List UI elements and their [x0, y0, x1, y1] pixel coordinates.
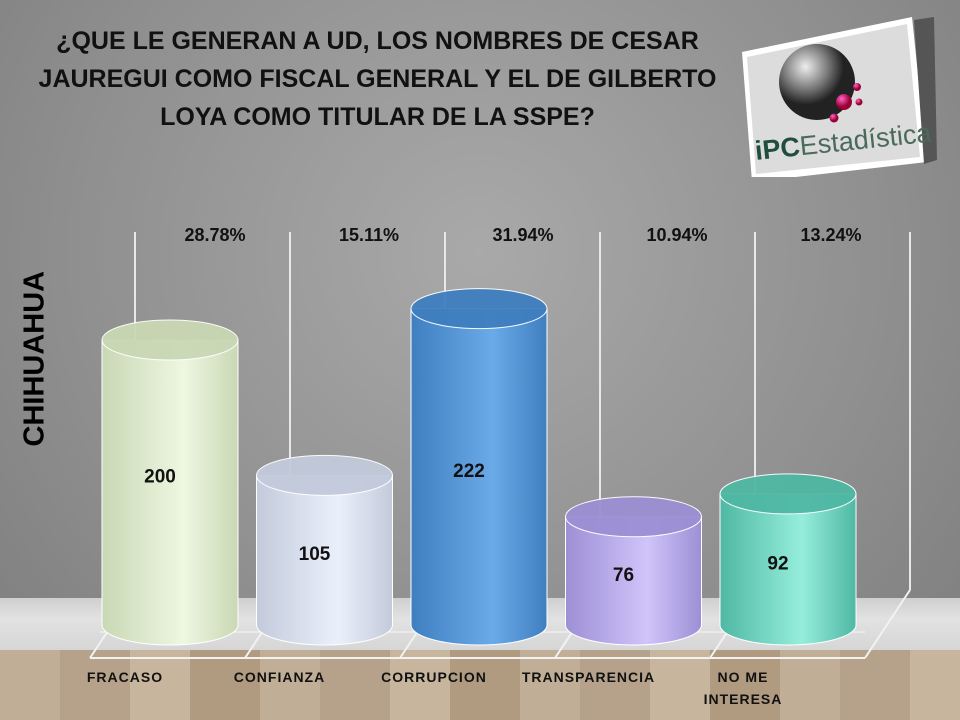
- category-label: CORRUPCION: [381, 669, 487, 685]
- category-label: FRACASO: [87, 669, 163, 685]
- wood-floor: [0, 650, 960, 720]
- bar-top: [565, 496, 702, 538]
- category-label: CONFIANZA: [234, 669, 325, 685]
- category-label: TRANSPARENCIA: [522, 669, 655, 685]
- percent-label: 13.24%: [800, 225, 861, 245]
- bar-top: [256, 454, 393, 496]
- bar-top: [101, 319, 239, 361]
- bar-no-me-interesa: [719, 493, 857, 646]
- value-label: 222: [453, 461, 485, 482]
- bar-top: [410, 288, 548, 330]
- value-label: 92: [767, 553, 788, 574]
- bar-transparencia: [565, 516, 702, 646]
- bar-confianza: [256, 474, 393, 646]
- category-label: INTERESA: [704, 691, 783, 707]
- bar-fracaso: [101, 339, 239, 646]
- value-label: 76: [613, 565, 634, 586]
- value-label: 200: [144, 467, 176, 488]
- percent-label: 10.94%: [646, 225, 707, 245]
- percent-label: 15.11%: [339, 225, 399, 245]
- bar-corrupcion: [410, 308, 548, 646]
- percent-label: 31.94%: [492, 225, 553, 245]
- value-label: 105: [299, 544, 331, 565]
- floor-line: [864, 589, 911, 659]
- bar-top: [719, 473, 857, 515]
- chart-title: ¿QUE LE GENERAN A UD, LOS NOMBRES DE CES…: [38, 27, 717, 131]
- category-label: NO ME: [718, 669, 769, 685]
- ipc-estadistica-logo: iPCEstadística: [742, 17, 937, 177]
- percent-label: 28.78%: [184, 225, 245, 245]
